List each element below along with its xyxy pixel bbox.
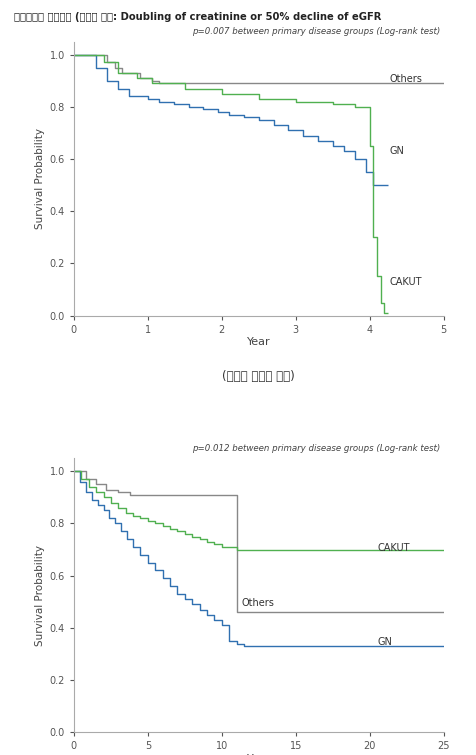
Text: 원인질환별 신장사건 (신기능 저하: Doubling of creatinine or 50% decline of eGFR: 원인질환별 신장사건 (신기능 저하: Doubling of creatini…: [14, 12, 381, 22]
Text: Others: Others: [240, 598, 273, 608]
Text: (동의서 서명일 기준): (동의서 서명일 기준): [222, 371, 295, 384]
X-axis label: Year: Year: [247, 754, 270, 755]
Text: CAKUT: CAKUT: [389, 277, 421, 287]
Text: CAKUT: CAKUT: [376, 544, 409, 553]
Text: p=0.007 between primary disease groups (Log-rank test): p=0.007 between primary disease groups (…: [191, 27, 439, 36]
Text: Others: Others: [389, 75, 422, 85]
Y-axis label: Survival Probability: Survival Probability: [35, 128, 45, 229]
Text: GN: GN: [376, 637, 391, 647]
Text: GN: GN: [389, 146, 404, 156]
X-axis label: Year: Year: [247, 337, 270, 347]
Text: p=0.012 between primary disease groups (Log-rank test): p=0.012 between primary disease groups (…: [191, 444, 439, 453]
Y-axis label: Survival Probability: Survival Probability: [35, 545, 45, 646]
